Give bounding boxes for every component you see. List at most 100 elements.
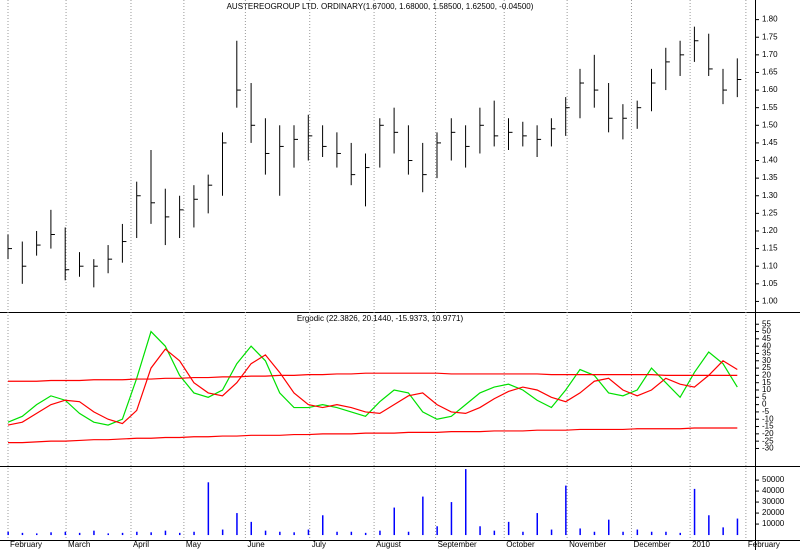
indicator-line	[8, 372, 738, 382]
y-tick-label: 1.55	[762, 103, 778, 112]
y-tick-label: 55	[762, 319, 771, 328]
y-tick-label: 20	[762, 370, 771, 379]
volume-bar	[236, 513, 238, 536]
indicator-line	[7, 348, 738, 426]
volume-bar	[50, 532, 52, 536]
volume-bar	[350, 531, 353, 536]
y-tick-label: 5	[762, 392, 767, 401]
volume-bar	[164, 530, 167, 536]
volume-bar	[250, 521, 252, 536]
volume-bar	[7, 531, 9, 536]
indicator-title: Ergodic (22.3826, 20.1440, -15.9373, 10.…	[297, 314, 464, 323]
x-tick-label: July	[312, 540, 326, 549]
volume-bar	[722, 527, 724, 536]
y-tick-label: -20	[762, 429, 774, 438]
y-tick-label: 50000	[762, 475, 785, 484]
y-tick-label: 1.05	[762, 279, 778, 288]
y-tick-label: 15	[762, 378, 771, 387]
x-tick-label: September	[438, 540, 477, 549]
volume-bar	[93, 530, 95, 536]
volume-bar	[608, 519, 610, 536]
y-tick-label: 30000	[762, 497, 785, 506]
y-tick-label: 1.15	[762, 244, 778, 253]
volume-bar	[650, 531, 653, 536]
y-tick-label: 1.20	[762, 226, 778, 235]
x-tick-label: April	[133, 540, 149, 549]
volume-bar	[107, 533, 109, 536]
volume-bar	[450, 502, 453, 536]
volume-bar	[479, 526, 481, 536]
volume-bar	[636, 529, 639, 536]
x-tick-label: March	[68, 540, 90, 549]
volume-bar	[279, 531, 281, 536]
y-tick-label: -10	[762, 414, 774, 423]
volume-bar	[379, 530, 381, 536]
y-tick-label: 30	[762, 356, 771, 365]
x-tick-label: February	[10, 540, 42, 549]
volume-bar	[307, 529, 310, 536]
indicator-line	[7, 330, 738, 426]
volume-bar	[465, 469, 467, 536]
volume-bar	[264, 530, 267, 536]
volume-bar	[436, 526, 438, 536]
x-tick-label: May	[186, 540, 201, 549]
y-tick-label: 1.45	[762, 138, 778, 147]
y-tick-label: 10	[762, 385, 771, 394]
y-tick-label: 40000	[762, 486, 785, 495]
volume-bar	[221, 529, 224, 536]
volume-bar	[665, 531, 667, 536]
volume-bar	[693, 488, 696, 536]
volume-bar	[565, 485, 567, 536]
y-tick-label: -30	[762, 444, 774, 453]
volume-bar	[293, 532, 295, 536]
volume-bar	[550, 529, 553, 536]
volume-bar	[150, 532, 152, 536]
y-tick-label: -25	[762, 436, 774, 445]
y-tick-label: 45	[762, 334, 771, 343]
volume-bar	[736, 518, 739, 536]
volume-bar	[136, 531, 138, 536]
y-tick-label: 1.00	[762, 297, 778, 306]
y-tick-label: 50	[762, 327, 771, 336]
volume-bar	[593, 531, 596, 536]
volume-bar	[493, 530, 496, 536]
y-tick-label: 1.35	[762, 173, 778, 182]
x-tick-label: October	[506, 540, 535, 549]
x-tick-label: November	[569, 540, 606, 549]
volume-bar	[622, 531, 624, 536]
volume-bar	[522, 531, 524, 536]
x-tick-label: June	[247, 540, 265, 549]
volume-bar	[193, 531, 195, 536]
chart-title: AUSTEREOGROUP LTD. ORDINARY(1.67000, 1.6…	[227, 2, 534, 11]
volume-bar	[179, 532, 181, 536]
volume-bar	[207, 482, 210, 536]
y-tick-label: 1.10	[762, 261, 778, 270]
volume-bar	[507, 521, 510, 536]
volume-bar	[121, 532, 124, 536]
volume-bar	[422, 496, 424, 536]
y-tick-label: -15	[762, 422, 774, 431]
volume-bar	[36, 533, 38, 536]
y-tick-label: 1.65	[762, 68, 778, 77]
y-tick-label: 1.60	[762, 85, 778, 94]
volume-bar	[322, 515, 324, 536]
volume-bar	[536, 513, 538, 536]
y-tick-label: 25	[762, 363, 771, 372]
volume-bar	[21, 532, 24, 536]
y-tick-label: 40	[762, 341, 771, 350]
y-tick-label: 10000	[762, 519, 785, 528]
volume-bar	[679, 532, 681, 536]
y-tick-label: 1.80	[762, 15, 778, 24]
y-tick-label: 1.75	[762, 32, 778, 41]
x-tick-label: 2010	[692, 540, 710, 549]
y-tick-label: 0	[762, 400, 767, 409]
y-tick-label: 1.50	[762, 120, 778, 129]
y-tick-label: 1.40	[762, 156, 778, 165]
volume-bar	[336, 531, 338, 536]
volume-bar	[407, 531, 410, 536]
y-tick-label: 35	[762, 349, 771, 358]
volume-bar	[393, 507, 395, 536]
